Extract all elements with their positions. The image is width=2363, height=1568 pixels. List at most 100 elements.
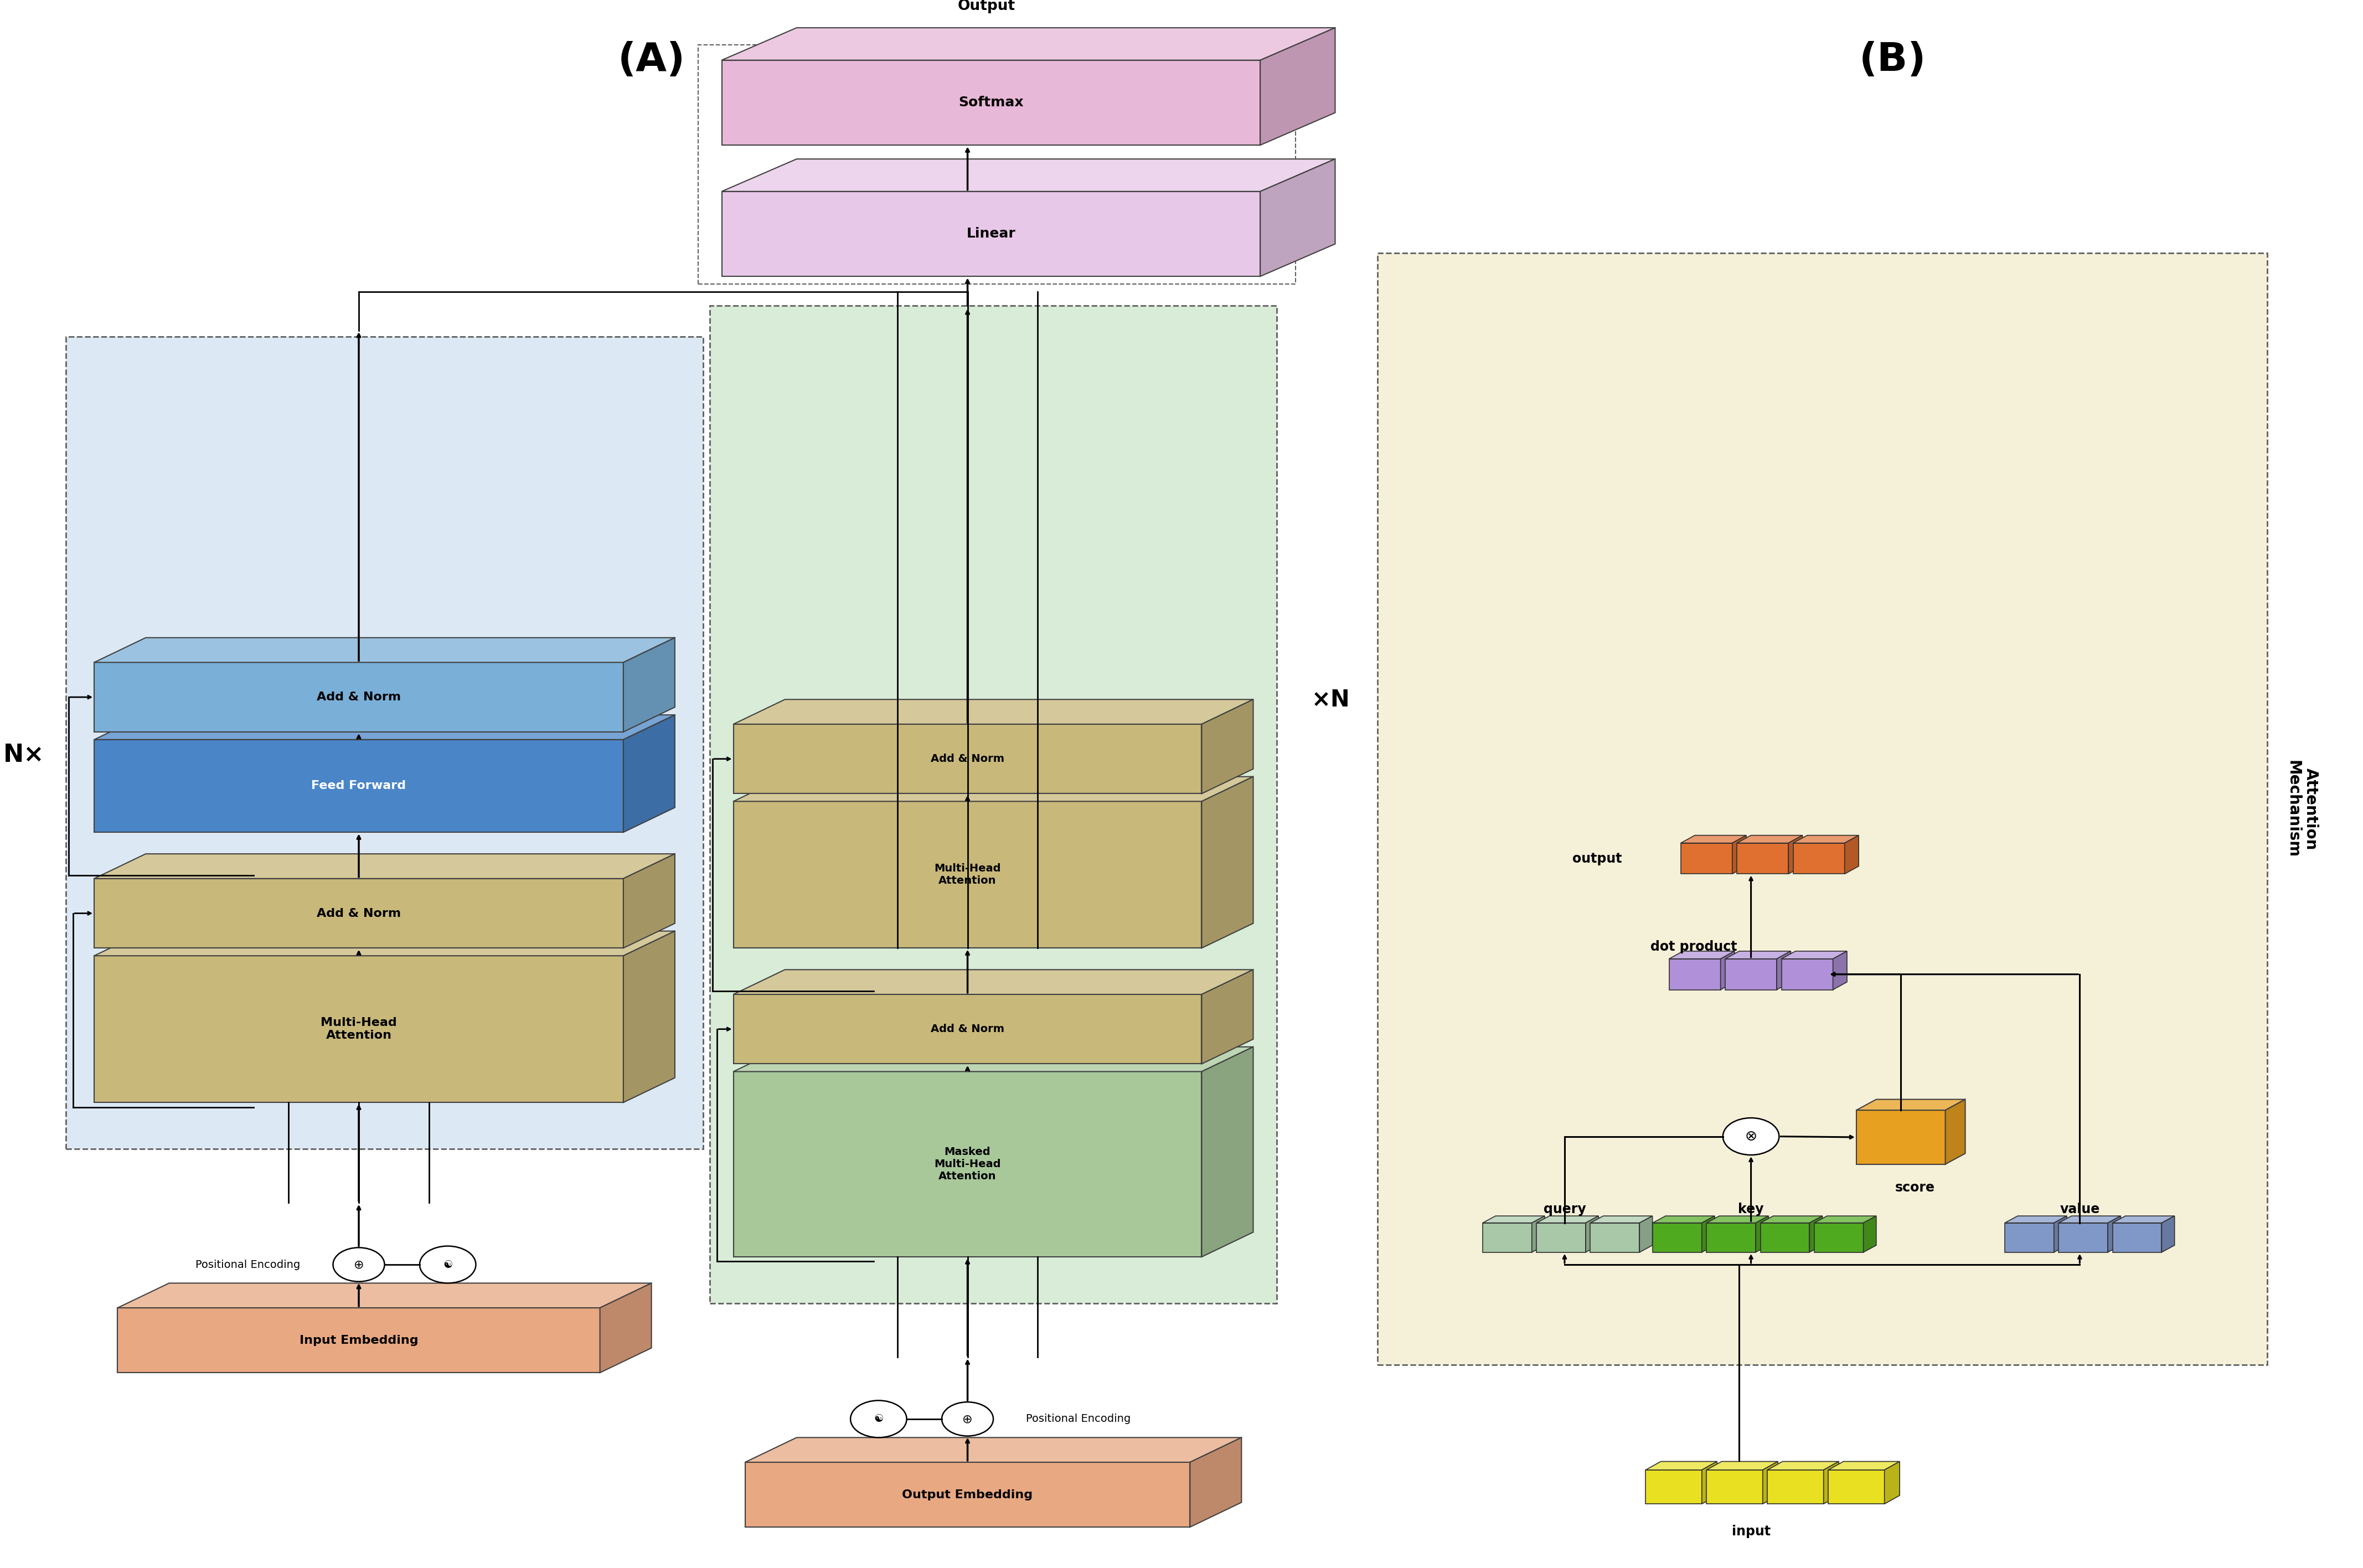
FancyBboxPatch shape [721,60,1259,146]
Polygon shape [1701,1461,1718,1504]
Polygon shape [2162,1215,2174,1253]
Polygon shape [1482,1215,1545,1223]
Polygon shape [733,776,1252,801]
FancyBboxPatch shape [1652,1223,1701,1253]
Text: Add & Norm: Add & Norm [317,691,402,702]
Polygon shape [733,699,1252,724]
Polygon shape [1668,952,1734,960]
FancyBboxPatch shape [1680,844,1732,873]
Circle shape [851,1400,907,1438]
Polygon shape [1701,1215,1716,1253]
Polygon shape [1777,952,1791,989]
Polygon shape [2108,1215,2120,1253]
Polygon shape [1203,776,1252,949]
Polygon shape [1203,699,1252,793]
Text: ⊕: ⊕ [962,1413,974,1425]
FancyBboxPatch shape [95,956,624,1102]
Text: ⊗: ⊗ [1744,1129,1758,1143]
Polygon shape [600,1283,652,1372]
FancyBboxPatch shape [733,801,1203,949]
Text: N×: N× [2,743,45,767]
Polygon shape [1782,952,1848,960]
Polygon shape [95,715,676,740]
Text: Add & Norm: Add & Norm [931,754,1004,764]
Text: Positional Encoding: Positional Encoding [196,1259,300,1270]
Polygon shape [1645,1461,1718,1469]
Polygon shape [1586,1215,1597,1253]
Text: input: input [1732,1526,1770,1538]
FancyBboxPatch shape [1760,1223,1810,1253]
Polygon shape [1763,1461,1777,1504]
Circle shape [333,1248,385,1281]
Polygon shape [1864,1215,1876,1253]
FancyBboxPatch shape [744,1463,1191,1527]
Polygon shape [1536,1215,1597,1223]
Polygon shape [1834,952,1848,989]
Polygon shape [118,1283,652,1308]
Polygon shape [1857,1099,1966,1110]
Polygon shape [2058,1215,2120,1223]
FancyBboxPatch shape [1482,1223,1531,1253]
Polygon shape [2113,1215,2174,1223]
FancyBboxPatch shape [1725,960,1777,989]
Polygon shape [1768,1461,1838,1469]
Polygon shape [721,28,1335,60]
FancyBboxPatch shape [733,994,1203,1063]
Circle shape [943,1402,992,1436]
Polygon shape [733,969,1252,994]
FancyBboxPatch shape [1378,252,2266,1366]
FancyBboxPatch shape [2004,1223,2053,1253]
FancyBboxPatch shape [1782,960,1834,989]
Text: (B): (B) [1860,41,1926,80]
Polygon shape [1815,1215,1876,1223]
FancyBboxPatch shape [721,191,1259,276]
Polygon shape [624,638,676,732]
Polygon shape [624,855,676,949]
FancyBboxPatch shape [1706,1223,1756,1253]
FancyBboxPatch shape [1768,1469,1824,1504]
FancyBboxPatch shape [1829,1469,1883,1504]
FancyBboxPatch shape [1815,1223,1864,1253]
Text: Softmax: Softmax [959,96,1023,110]
Text: value: value [2061,1203,2101,1215]
FancyBboxPatch shape [2058,1223,2108,1253]
Polygon shape [1756,1215,1768,1253]
Polygon shape [95,638,676,662]
Text: Add & Norm: Add & Norm [931,1024,1004,1035]
Text: Positional Encoding: Positional Encoding [1026,1414,1132,1424]
Text: Add & Norm: Add & Norm [317,908,402,919]
Polygon shape [2053,1215,2068,1253]
Polygon shape [1680,836,1746,844]
Polygon shape [1706,1215,1768,1223]
Polygon shape [1829,1461,1900,1469]
Text: ×N: ×N [1311,688,1349,712]
FancyBboxPatch shape [1737,844,1789,873]
Polygon shape [1720,952,1734,989]
FancyBboxPatch shape [733,724,1203,793]
Polygon shape [1846,836,1860,873]
Polygon shape [1706,1461,1777,1469]
FancyBboxPatch shape [1706,1469,1763,1504]
Text: query: query [1543,1203,1586,1215]
Polygon shape [95,855,676,878]
Text: output: output [1574,851,1623,866]
Polygon shape [95,931,676,956]
Text: Output: Output [957,0,1016,14]
Text: ☯: ☯ [442,1259,454,1270]
Polygon shape [1203,969,1252,1063]
Text: key: key [1739,1203,1763,1215]
Text: Multi-Head
Attention: Multi-Head Attention [933,864,1002,886]
Polygon shape [733,1047,1252,1071]
Text: ⊕: ⊕ [354,1259,364,1270]
Polygon shape [1760,1215,1822,1223]
Polygon shape [1259,158,1335,276]
Text: score: score [1895,1181,1935,1193]
FancyBboxPatch shape [1668,960,1720,989]
Text: Output Embedding: Output Embedding [903,1490,1033,1501]
Text: Attention
Mechanism: Attention Mechanism [2285,760,2318,858]
FancyBboxPatch shape [2113,1223,2162,1253]
Polygon shape [1810,1215,1822,1253]
FancyBboxPatch shape [1645,1469,1701,1504]
Text: dot product: dot product [1649,939,1737,953]
FancyBboxPatch shape [1590,1223,1640,1253]
